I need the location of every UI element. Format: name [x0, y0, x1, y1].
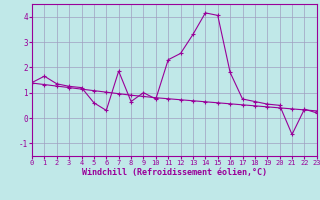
X-axis label: Windchill (Refroidissement éolien,°C): Windchill (Refroidissement éolien,°C): [82, 168, 267, 177]
